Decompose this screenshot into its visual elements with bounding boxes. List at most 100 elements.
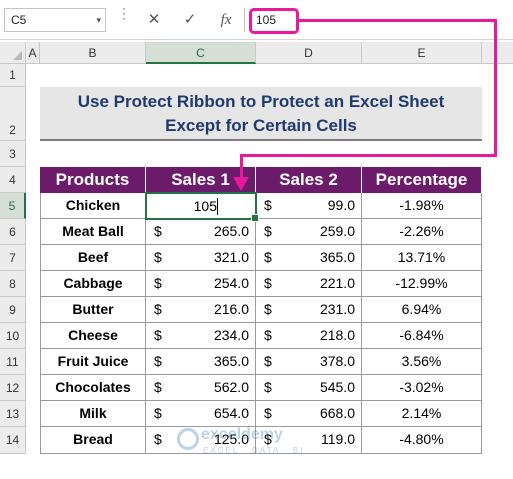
row-header-9[interactable]: 9 (0, 297, 26, 323)
sales-2-value: 99.0 (327, 197, 355, 213)
row-header-12[interactable]: 12 (0, 375, 26, 401)
cell-product[interactable]: Fruit Juice (41, 349, 146, 375)
cell-percentage[interactable]: 13.71% (362, 245, 482, 271)
annotation-arrow-right (494, 20, 497, 157)
text-caret (217, 198, 218, 215)
cell-sales-1[interactable]: $216.0 (146, 297, 256, 323)
cell-sales-1[interactable]: $654.0 (146, 401, 256, 427)
cell-product[interactable]: Meat Ball (41, 219, 146, 245)
header-sales-1[interactable]: Sales 1 (146, 167, 256, 193)
cell-sales-1[interactable]: $265.0 (146, 219, 256, 245)
more-options-icon[interactable]: ⋮ (117, 5, 131, 21)
row-header-14[interactable]: 14 (0, 427, 26, 454)
cell-percentage[interactable]: -3.02% (362, 375, 482, 401)
cell-product[interactable]: Beef (41, 245, 146, 271)
currency-symbol: $ (154, 327, 162, 343)
column-header-e[interactable]: E (362, 42, 482, 64)
sales-2-value: 668.0 (319, 405, 355, 421)
cell-sales-1[interactable]: $365.0 (146, 349, 256, 375)
cell-product[interactable]: Bread (41, 427, 146, 454)
cell-product[interactable]: Milk (41, 401, 146, 427)
cell-sales-1[interactable]: $125.0 (146, 427, 256, 454)
active-cell-edit-value[interactable]: 105 (193, 198, 217, 214)
currency-symbol: $ (264, 405, 272, 421)
active-cell-c5[interactable] (145, 192, 259, 222)
cell-percentage[interactable]: -12.99% (362, 271, 482, 297)
header-sales-2[interactable]: Sales 2 (256, 167, 362, 193)
header-products[interactable]: Products (40, 167, 146, 193)
cell-percentage[interactable]: -6.84% (362, 323, 482, 349)
header-percentage[interactable]: Percentage (362, 167, 482, 193)
cell-sales-2[interactable]: $221.0 (256, 271, 362, 297)
sales-2-value: 221.0 (319, 275, 355, 291)
enter-icon[interactable]: ✓ (183, 11, 197, 28)
sales-1-value: 216.0 (213, 301, 249, 317)
cell-product[interactable]: Chocolates (41, 375, 146, 401)
row-header-6[interactable]: 6 (0, 219, 26, 245)
column-header-c[interactable]: C (146, 42, 256, 64)
cell-sales-1[interactable]: $321.0 (146, 245, 256, 271)
currency-symbol: $ (264, 379, 272, 395)
currency-symbol: $ (154, 249, 162, 265)
cell-percentage[interactable]: 6.94% (362, 297, 482, 323)
cell-sales-2[interactable]: $99.0 (256, 193, 362, 219)
cell-sales-2[interactable]: $545.0 (256, 375, 362, 401)
sales-2-value: 545.0 (319, 379, 355, 395)
row-header-7[interactable]: 7 (0, 245, 26, 271)
cell-sales-2[interactable]: $668.0 (256, 401, 362, 427)
cell-product[interactable]: Cheese (41, 323, 146, 349)
annotation-arrow-top (299, 19, 497, 22)
cancel-icon[interactable]: ✕ (147, 11, 161, 28)
fill-handle[interactable] (251, 214, 259, 222)
cell-sales-2[interactable]: $365.0 (256, 245, 362, 271)
sales-2-value: 259.0 (319, 223, 355, 239)
currency-symbol: $ (264, 223, 272, 239)
row-header-1[interactable]: 1 (0, 64, 26, 87)
insert-function-icon[interactable]: fx (220, 12, 232, 28)
formula-highlight-box (249, 8, 299, 34)
name-box-value: C5 (11, 13, 27, 27)
row-header-8[interactable]: 8 (0, 271, 26, 297)
sales-2-value: 378.0 (319, 353, 355, 369)
currency-symbol: $ (264, 353, 272, 369)
chevron-down-icon[interactable]: ▾ (96, 15, 101, 25)
cell-sales-2[interactable]: $378.0 (256, 349, 362, 375)
cell-percentage[interactable]: 3.56% (362, 349, 482, 375)
title-line-2: Except for Certain Cells (165, 116, 357, 135)
cell-percentage[interactable]: -2.26% (362, 219, 482, 245)
cell-sales-2[interactable]: $218.0 (256, 323, 362, 349)
currency-symbol: $ (264, 327, 272, 343)
row-header-4[interactable]: 4 (0, 167, 26, 193)
cell-sales-2[interactable]: $259.0 (256, 219, 362, 245)
cell-product[interactable]: Butter (41, 297, 146, 323)
cell-sales-2[interactable]: $119.0 (256, 427, 362, 454)
row-header-5[interactable]: 5 (0, 193, 26, 219)
cell-sales-1[interactable]: $254.0 (146, 271, 256, 297)
row-header-2[interactable]: 2 (0, 87, 26, 141)
sales-1-value: 321.0 (213, 249, 249, 265)
cell-sales-1[interactable]: $562.0 (146, 375, 256, 401)
sales-1-value: 265.0 (213, 223, 249, 239)
cell-sales-1[interactable]: $234.0 (146, 323, 256, 349)
cell-sales-2[interactable]: $231.0 (256, 297, 362, 323)
row-header-10[interactable]: 10 (0, 323, 26, 349)
column-header-b[interactable]: B (40, 42, 146, 64)
cell-percentage[interactable]: 2.14% (362, 401, 482, 427)
cell-percentage[interactable]: -4.80% (362, 427, 482, 454)
watermark-logo: exceldemy EXCEL · DATA · BI (177, 424, 327, 460)
cell-percentage[interactable]: -1.98% (362, 193, 482, 219)
column-header-d[interactable]: D (256, 42, 362, 64)
watermark-name: exceldemy (201, 426, 283, 443)
name-box[interactable]: C5 ▾ (4, 8, 106, 32)
annotation-arrow-down (240, 154, 243, 179)
sales-1-value: 562.0 (213, 379, 249, 395)
select-all-corner[interactable] (0, 42, 26, 64)
row-header-13[interactable]: 13 (0, 401, 26, 427)
cell-product[interactable]: Chicken (41, 193, 146, 219)
formula-buttons: ✕ ✓ fx (134, 8, 246, 32)
sales-2-value: 231.0 (319, 301, 355, 317)
row-header-3[interactable]: 3 (0, 141, 26, 167)
row-header-11[interactable]: 11 (0, 349, 26, 375)
cell-product[interactable]: Cabbage (41, 271, 146, 297)
column-header-a[interactable]: A (26, 42, 40, 64)
